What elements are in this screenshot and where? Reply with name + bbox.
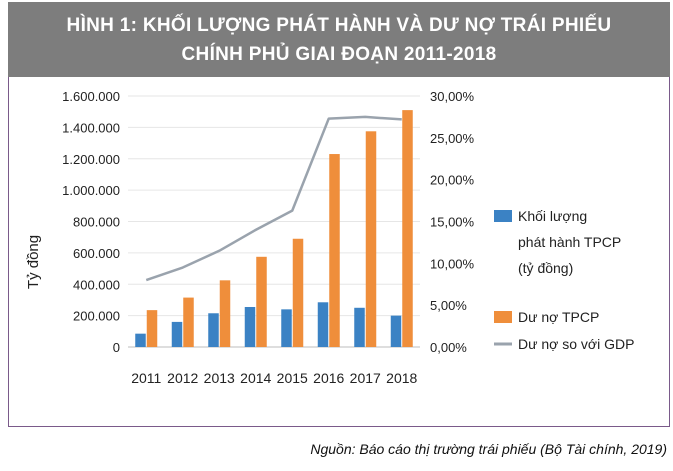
bar-issuance bbox=[281, 309, 292, 347]
y-tick-label: 1.600.000 bbox=[62, 89, 120, 104]
x-tick-label: 2013 bbox=[204, 370, 235, 386]
x-tick-label: 2015 bbox=[277, 370, 308, 386]
chart: 0 200.000 400.000 600.000 800.000 1.000.000 1.… bbox=[25, 89, 634, 386]
bar-debt bbox=[146, 310, 158, 347]
bar-debt bbox=[329, 154, 340, 347]
bar-issuance bbox=[390, 315, 402, 347]
bar-debt bbox=[183, 297, 194, 347]
bar-issuance bbox=[354, 307, 365, 347]
y-tick-label: 800.000 bbox=[73, 215, 120, 230]
legend-label-issuance-2: phát hành TPCP bbox=[518, 234, 621, 250]
legend-swatch-issuance bbox=[494, 210, 512, 222]
y2-tick-label: 25,00% bbox=[430, 131, 475, 146]
y-tick-label: 1.400.000 bbox=[62, 120, 120, 135]
legend-label-issuance-3: (tỷ đồng) bbox=[518, 260, 573, 276]
bar-issuance bbox=[208, 313, 219, 347]
bar-debt bbox=[219, 280, 231, 347]
source-caption: Nguồn: Báo cáo thị trường trái phiếu (Bộ… bbox=[310, 441, 667, 457]
y2-tick-label: 15,00% bbox=[430, 215, 475, 230]
bar-debt bbox=[402, 110, 413, 348]
legend: Khối lượng phát hành TPCP (tỷ đồng) Dư n… bbox=[494, 208, 634, 352]
x-tick-label: 2016 bbox=[313, 370, 344, 386]
y2-tick-label: 10,00% bbox=[430, 256, 475, 271]
x-tick-label: 2012 bbox=[167, 370, 198, 386]
bar-issuance bbox=[171, 321, 183, 347]
y-tick-label: 200.000 bbox=[73, 309, 120, 324]
bar-debt bbox=[256, 256, 267, 347]
chart-bars bbox=[135, 110, 413, 348]
figure-title-line-2: CHÍNH PHỦ GIAI ĐOẠN 2011-2018 bbox=[181, 44, 497, 65]
legend-label-debt: Dư nợ TPCP bbox=[518, 309, 599, 325]
bar-issuance bbox=[317, 302, 329, 347]
x-tick-label: 2017 bbox=[350, 370, 381, 386]
y-tick-label: 1.000.000 bbox=[62, 183, 120, 198]
y2-tick-label: 30,00% bbox=[430, 89, 475, 104]
legend-label-issuance-1: Khối lượng bbox=[518, 208, 587, 224]
figure-title-line-1: HÌNH 1: KHỐI LƯỢNG PHÁT HÀNH VÀ DƯ NỢ TR… bbox=[66, 15, 612, 36]
legend-swatch-debt bbox=[494, 311, 512, 323]
y-tick-label: 600.000 bbox=[73, 246, 120, 261]
bar-debt bbox=[292, 238, 304, 347]
y-tick-label: 0 bbox=[113, 340, 120, 355]
y2-tick-label: 20,00% bbox=[430, 173, 475, 188]
y-axis-label: Tỷ đồng bbox=[25, 235, 42, 289]
figure-header: HÌNH 1: KHỐI LƯỢNG PHÁT HÀNH VÀ DƯ NỢ TR… bbox=[8, 2, 670, 77]
x-tick-label: 2018 bbox=[386, 370, 417, 386]
line-debt-to-gdp bbox=[145, 115, 402, 282]
x-tick-label: 2014 bbox=[240, 370, 271, 386]
x-tick-label: 2011 bbox=[131, 370, 161, 386]
y-tick-label: 400.000 bbox=[73, 277, 120, 292]
chart-line bbox=[145, 115, 402, 282]
y-tick-label: 1.200.000 bbox=[62, 152, 120, 167]
y2-tick-label: 0,00% bbox=[430, 340, 467, 355]
y2-tick-label: 5,00% bbox=[430, 298, 467, 313]
bar-issuance bbox=[244, 306, 256, 347]
legend-label-ratio: Dư nợ so với GDP bbox=[518, 336, 634, 352]
chart-ticks: 0 200.000 400.000 600.000 800.000 1.000.000 1.… bbox=[62, 89, 474, 386]
bar-debt bbox=[365, 131, 377, 347]
bar-issuance bbox=[135, 333, 146, 347]
